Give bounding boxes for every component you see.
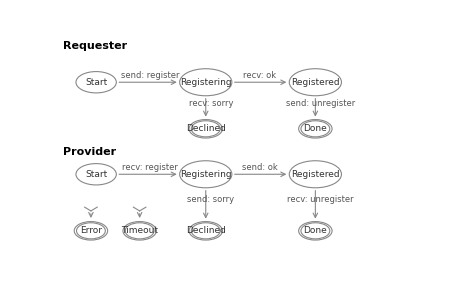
Ellipse shape bbox=[301, 223, 330, 239]
Text: recv: sorry: recv: sorry bbox=[189, 99, 233, 108]
Ellipse shape bbox=[299, 221, 332, 240]
Text: Registering: Registering bbox=[180, 170, 232, 179]
Ellipse shape bbox=[76, 72, 116, 93]
Ellipse shape bbox=[299, 120, 332, 138]
Text: recv: unregister: recv: unregister bbox=[287, 195, 354, 204]
Ellipse shape bbox=[76, 223, 106, 239]
Text: Requester: Requester bbox=[63, 41, 127, 51]
Ellipse shape bbox=[76, 164, 116, 185]
Text: Done: Done bbox=[304, 124, 327, 133]
Ellipse shape bbox=[289, 69, 341, 96]
Text: Error: Error bbox=[80, 226, 102, 235]
Text: Timeout: Timeout bbox=[121, 226, 158, 235]
Text: Start: Start bbox=[85, 78, 107, 87]
Text: Start: Start bbox=[85, 170, 107, 179]
Text: Registered: Registered bbox=[291, 170, 340, 179]
Ellipse shape bbox=[191, 121, 220, 137]
Text: Registered: Registered bbox=[291, 78, 340, 87]
Ellipse shape bbox=[125, 223, 154, 239]
Text: Declined: Declined bbox=[186, 226, 226, 235]
Text: recv: register: recv: register bbox=[122, 163, 178, 172]
Text: recv: ok: recv: ok bbox=[243, 71, 276, 80]
Ellipse shape bbox=[301, 121, 330, 137]
Text: send: ok: send: ok bbox=[242, 163, 277, 172]
Text: Registering: Registering bbox=[180, 78, 232, 87]
Ellipse shape bbox=[180, 69, 232, 96]
Ellipse shape bbox=[74, 221, 108, 240]
Ellipse shape bbox=[191, 223, 220, 239]
Ellipse shape bbox=[123, 221, 156, 240]
Text: send: register: send: register bbox=[121, 71, 179, 80]
Text: Done: Done bbox=[304, 226, 327, 235]
Text: Declined: Declined bbox=[186, 124, 226, 133]
Ellipse shape bbox=[189, 120, 222, 138]
Ellipse shape bbox=[289, 161, 341, 188]
Text: send: sorry: send: sorry bbox=[187, 195, 234, 204]
Text: send: unregister: send: unregister bbox=[286, 99, 355, 108]
Ellipse shape bbox=[180, 161, 232, 188]
Text: Provider: Provider bbox=[63, 147, 116, 157]
Ellipse shape bbox=[189, 221, 222, 240]
